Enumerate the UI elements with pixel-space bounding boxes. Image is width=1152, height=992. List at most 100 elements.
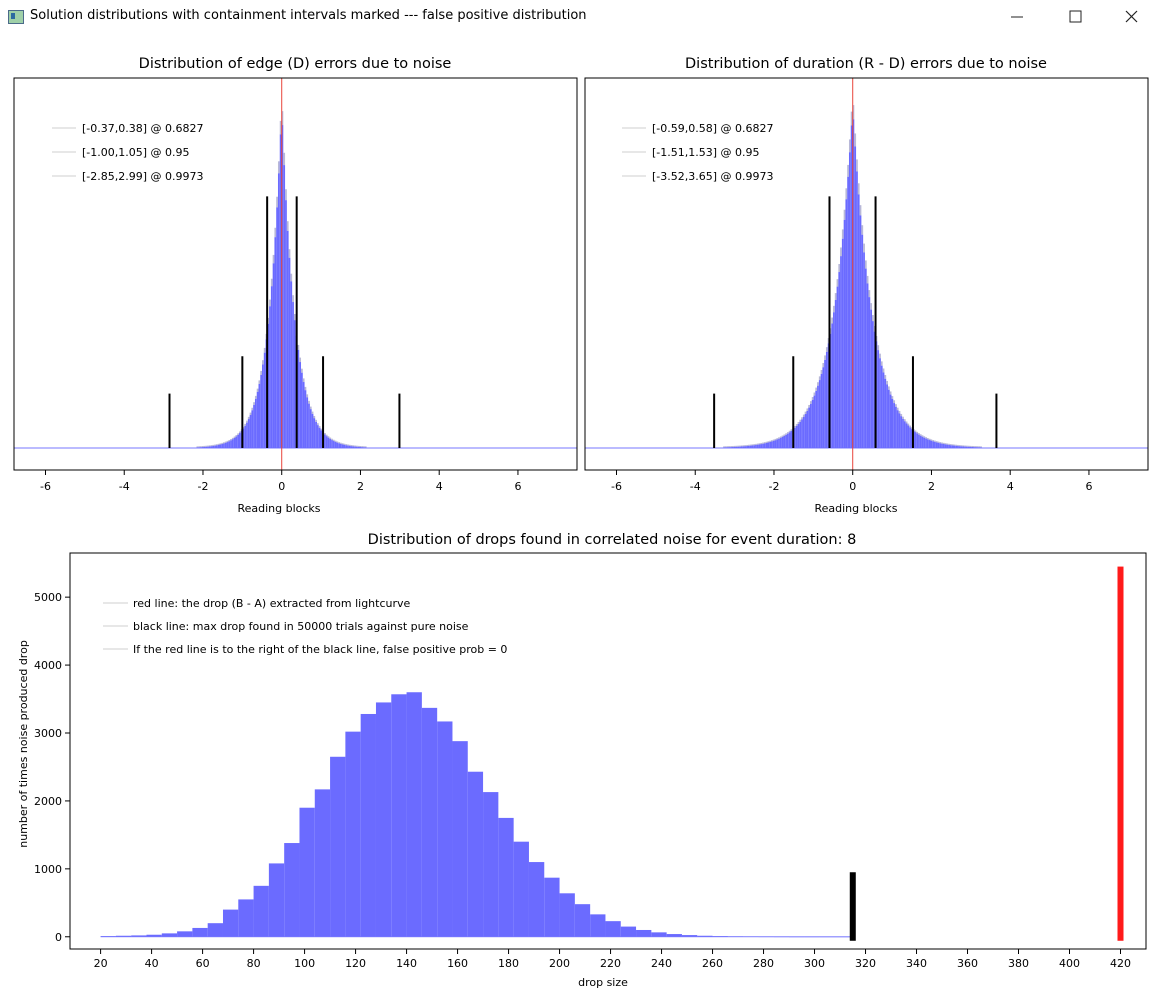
noise-cap — [859, 205, 862, 216]
chart-title: Distribution of drops found in correlate… — [368, 532, 857, 548]
histogram-bar — [879, 358, 881, 448]
histogram-bar — [347, 445, 349, 448]
histogram-bar — [228, 441, 231, 448]
noise-cap — [205, 445, 208, 447]
histogram-bar — [852, 119, 855, 449]
noise-cap — [801, 417, 803, 420]
histogram-bar — [253, 885, 269, 937]
histogram-bar — [348, 445, 351, 448]
noise-cap — [824, 355, 826, 360]
noise-cap — [210, 445, 213, 447]
noise-cap — [866, 275, 869, 284]
noise-cap — [350, 445, 353, 447]
histogram-bar — [810, 403, 812, 448]
x-tick-label: 4 — [436, 480, 443, 493]
noise-cap — [272, 254, 275, 264]
minimize-button[interactable] — [994, 0, 1040, 34]
x-axis-ticks: -6 -4 -2 0 2 4 6 — [40, 470, 521, 493]
histogram-bar — [804, 414, 807, 448]
histogram-bar — [751, 445, 754, 448]
legend-entry: [-2.85,2.99] @ 0.9973 — [82, 170, 204, 183]
histogram-bar — [903, 421, 906, 448]
histogram-bar — [200, 447, 202, 448]
noise-cap — [879, 353, 881, 359]
histogram-bar — [822, 367, 825, 448]
noise-cap — [882, 368, 885, 373]
noise-cap — [200, 446, 202, 448]
histogram-bar — [969, 446, 972, 448]
histogram-bar — [767, 442, 770, 448]
histogram-bar — [207, 446, 209, 448]
noise-cap — [949, 444, 952, 446]
histogram-bar — [452, 741, 468, 937]
histogram-bar — [932, 441, 935, 448]
noise-cap — [242, 426, 245, 429]
histogram-bar — [198, 447, 201, 448]
noise-cap — [256, 388, 259, 392]
false-positive-chart: Distribution of drops found in correlate… — [17, 532, 1147, 989]
histogram-bar — [406, 692, 422, 937]
legend-entry: black line: max drop found in 50000 tria… — [133, 620, 469, 633]
histogram-bar — [391, 694, 407, 937]
histogram-bar — [955, 445, 958, 448]
histogram-bar — [774, 440, 777, 448]
histogram-bar — [958, 446, 961, 448]
legend: [-0.59,0.58] @ 0.6827 [-1.51,1.53] @ 0.9… — [622, 122, 774, 183]
x-tick-label: 360 — [957, 957, 978, 970]
histogram-bar — [939, 443, 942, 448]
noise-cap — [260, 370, 263, 375]
noise-cap — [838, 263, 841, 273]
edge-error-chart: Distribution of edge (D) errors due to n… — [13, 56, 578, 515]
noise-cap — [726, 446, 729, 448]
legend-entry: [-0.59,0.58] @ 0.6827 — [652, 122, 774, 135]
histogram-bar — [320, 430, 323, 448]
noise-cap — [341, 443, 344, 445]
x-tick-label: 320 — [855, 957, 876, 970]
histogram-bar — [242, 428, 245, 448]
close-button[interactable] — [1108, 0, 1152, 34]
histogram-bar — [914, 432, 917, 448]
noise-cap — [221, 442, 224, 445]
noise-cap — [806, 408, 809, 411]
noise-cap — [263, 347, 266, 353]
histogram-bar — [498, 817, 514, 937]
histogram-bar — [819, 936, 835, 938]
noise-cap — [799, 419, 802, 422]
noise-cap — [895, 404, 897, 407]
histogram-bar — [802, 416, 805, 448]
histogram-bar — [316, 425, 319, 448]
histogram-bar — [870, 309, 873, 448]
noise-cap — [960, 445, 963, 447]
noise-cap — [925, 437, 927, 439]
noise-cap — [286, 221, 289, 231]
histogram-bar — [299, 807, 315, 937]
noise-cap — [276, 196, 278, 208]
histogram-bar — [772, 440, 775, 448]
histogram-bar — [286, 230, 289, 448]
histogram-bar — [749, 445, 752, 448]
noise-cap — [856, 159, 858, 172]
x-tick-label: 120 — [345, 957, 366, 970]
max-drop-line — [849, 872, 856, 941]
histogram-bar — [293, 320, 296, 448]
histogram-bar — [231, 439, 234, 448]
noise-cap — [355, 445, 358, 447]
noise-cap — [746, 444, 748, 447]
histogram-bar — [605, 921, 621, 937]
noise-cap — [903, 419, 906, 422]
histogram-bar — [290, 281, 293, 448]
x-axis-label: Reading blocks — [814, 502, 897, 515]
histogram-bar — [318, 427, 321, 448]
histogram-bar — [262, 364, 264, 448]
histogram-bar — [253, 404, 255, 448]
histogram-bar — [848, 152, 851, 448]
noise-cap — [902, 416, 904, 419]
noise-cap — [788, 430, 791, 433]
noise-cap — [357, 445, 360, 447]
noise-cap — [948, 443, 950, 445]
histogram-bar — [260, 374, 263, 448]
noise-cap — [941, 442, 943, 444]
noise-cap — [802, 414, 805, 417]
maximize-button[interactable] — [1052, 0, 1098, 34]
x-tick-label: 0 — [278, 480, 285, 493]
